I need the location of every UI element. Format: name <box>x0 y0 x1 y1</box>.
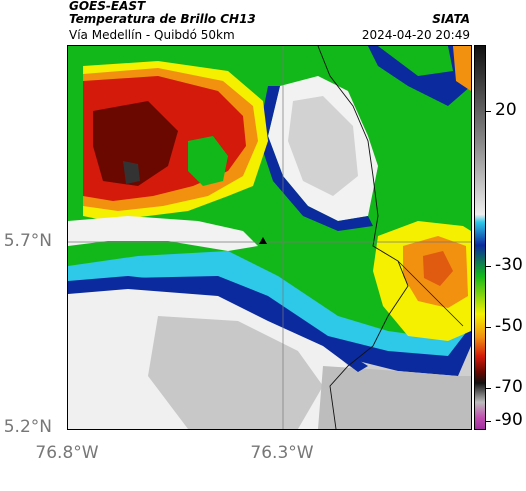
cloud-gray-bottom <box>148 316 323 429</box>
cloud-cold-darkred <box>93 101 178 186</box>
satellite-map[interactable] <box>67 45 472 430</box>
cloud-gray-bottomright <box>318 366 471 429</box>
colorbar-tick <box>486 327 491 328</box>
lon-label-76.3: 76.3°W <box>250 443 314 463</box>
cloud-gray-top <box>288 96 358 196</box>
coastline <box>317 46 409 429</box>
cloud-streak-green <box>188 136 228 186</box>
datetime-label: 2024-04-20 20:49 <box>361 28 470 42</box>
satellite-title: GOES-EAST <box>69 0 146 13</box>
border-line <box>397 260 464 327</box>
lon-label-76.8: 76.8°W <box>35 443 99 463</box>
product-title: Temperatura de Brillo CH13 <box>69 12 256 26</box>
cloud-topright-green <box>378 46 453 76</box>
colorbar-label--30: -30 <box>495 255 523 275</box>
colorbar-label-20: 20 <box>495 100 517 120</box>
organization-label: SIATA <box>432 12 470 26</box>
satellite-map-canvas <box>68 46 471 429</box>
colorbar-tick <box>486 266 491 267</box>
route-subtitle: Vía Medellín - Quibdó 50km <box>69 28 235 42</box>
lat-label-5.2: 5.2°N <box>3 417 52 437</box>
colorbar-tick <box>486 388 491 389</box>
lat-label-5.7: 5.7°N <box>3 231 52 251</box>
colorbar-label--50: -50 <box>495 316 523 336</box>
colorbar <box>474 45 486 430</box>
colorbar-gradient <box>475 46 485 429</box>
cloud-cold-black <box>123 161 140 184</box>
cloud-rim-lower <box>68 276 368 372</box>
colorbar-label--90: -90 <box>495 410 523 430</box>
colorbar-label--70: -70 <box>495 377 523 397</box>
location-marker-icon <box>259 237 267 244</box>
colorbar-tick <box>486 421 491 422</box>
cloud-rim-blue <box>258 86 373 231</box>
cloud-topright-orange <box>453 46 471 91</box>
colorbar-tick <box>486 111 491 112</box>
cloud-core-deep-orange <box>423 251 453 286</box>
